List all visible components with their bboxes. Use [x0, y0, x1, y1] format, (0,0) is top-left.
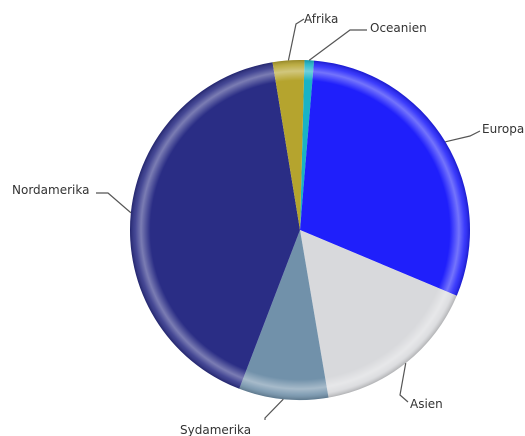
slice-label-afrika: Afrika	[304, 12, 338, 26]
pie-rim-highlight	[130, 60, 470, 400]
slice-label-asien: Asien	[410, 397, 443, 411]
leader-lines	[96, 18, 481, 420]
leader-line-asien	[399, 363, 409, 403]
slice-label-oceanien: Oceanien	[370, 21, 427, 35]
leader-line-europa	[445, 130, 481, 143]
leader-line-sydamerika	[264, 398, 284, 420]
slice-label-sydamerika: Sydamerika	[180, 423, 251, 436]
leader-line-nordamerika	[96, 192, 132, 214]
slice-label-nordamerika: Nordamerika	[12, 183, 89, 197]
leader-line-oceanien	[308, 29, 367, 61]
slice-labels: Oceanien Europa Asien Sydamerika Nordamerika…	[12, 12, 524, 436]
slice-label-europa: Europa	[482, 122, 524, 136]
leader-line-afrika	[287, 18, 305, 61]
